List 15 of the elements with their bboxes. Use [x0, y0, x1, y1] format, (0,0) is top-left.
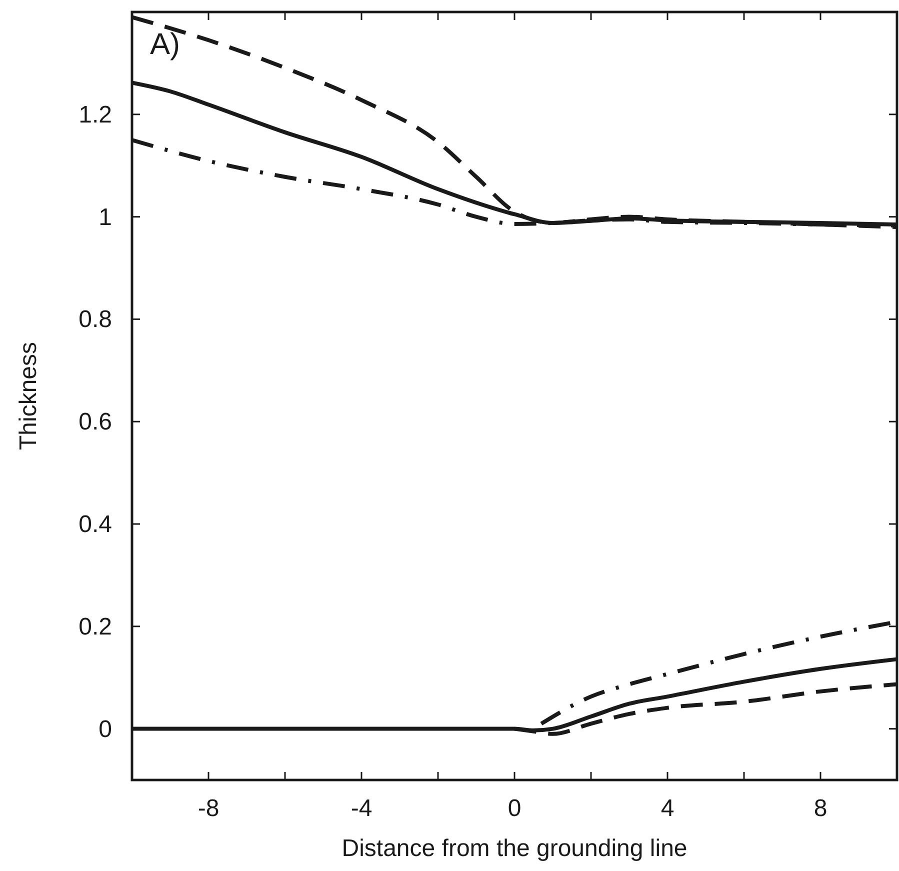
x-tick-label: 4	[660, 795, 674, 822]
y-axis-title: Thickness	[15, 342, 42, 450]
annotation: A)	[150, 28, 180, 61]
x-tick-label: 8	[814, 795, 828, 822]
y-tick-label: 0	[98, 716, 112, 743]
x-tick-label: -4	[350, 795, 372, 822]
y-tick-label: 0.4	[78, 511, 112, 538]
y-tick-label: 1.2	[78, 101, 112, 128]
y-tick-label: 0.8	[78, 306, 112, 334]
x-tick-label: -8	[198, 795, 220, 822]
y-tick-label: 1	[98, 204, 112, 231]
x-tick-label: 0	[508, 795, 522, 822]
x-axis-title: Distance from the grounding line	[342, 835, 688, 862]
y-tick-label: 0.6	[78, 408, 112, 436]
y-tick-label: 0.2	[78, 613, 112, 640]
